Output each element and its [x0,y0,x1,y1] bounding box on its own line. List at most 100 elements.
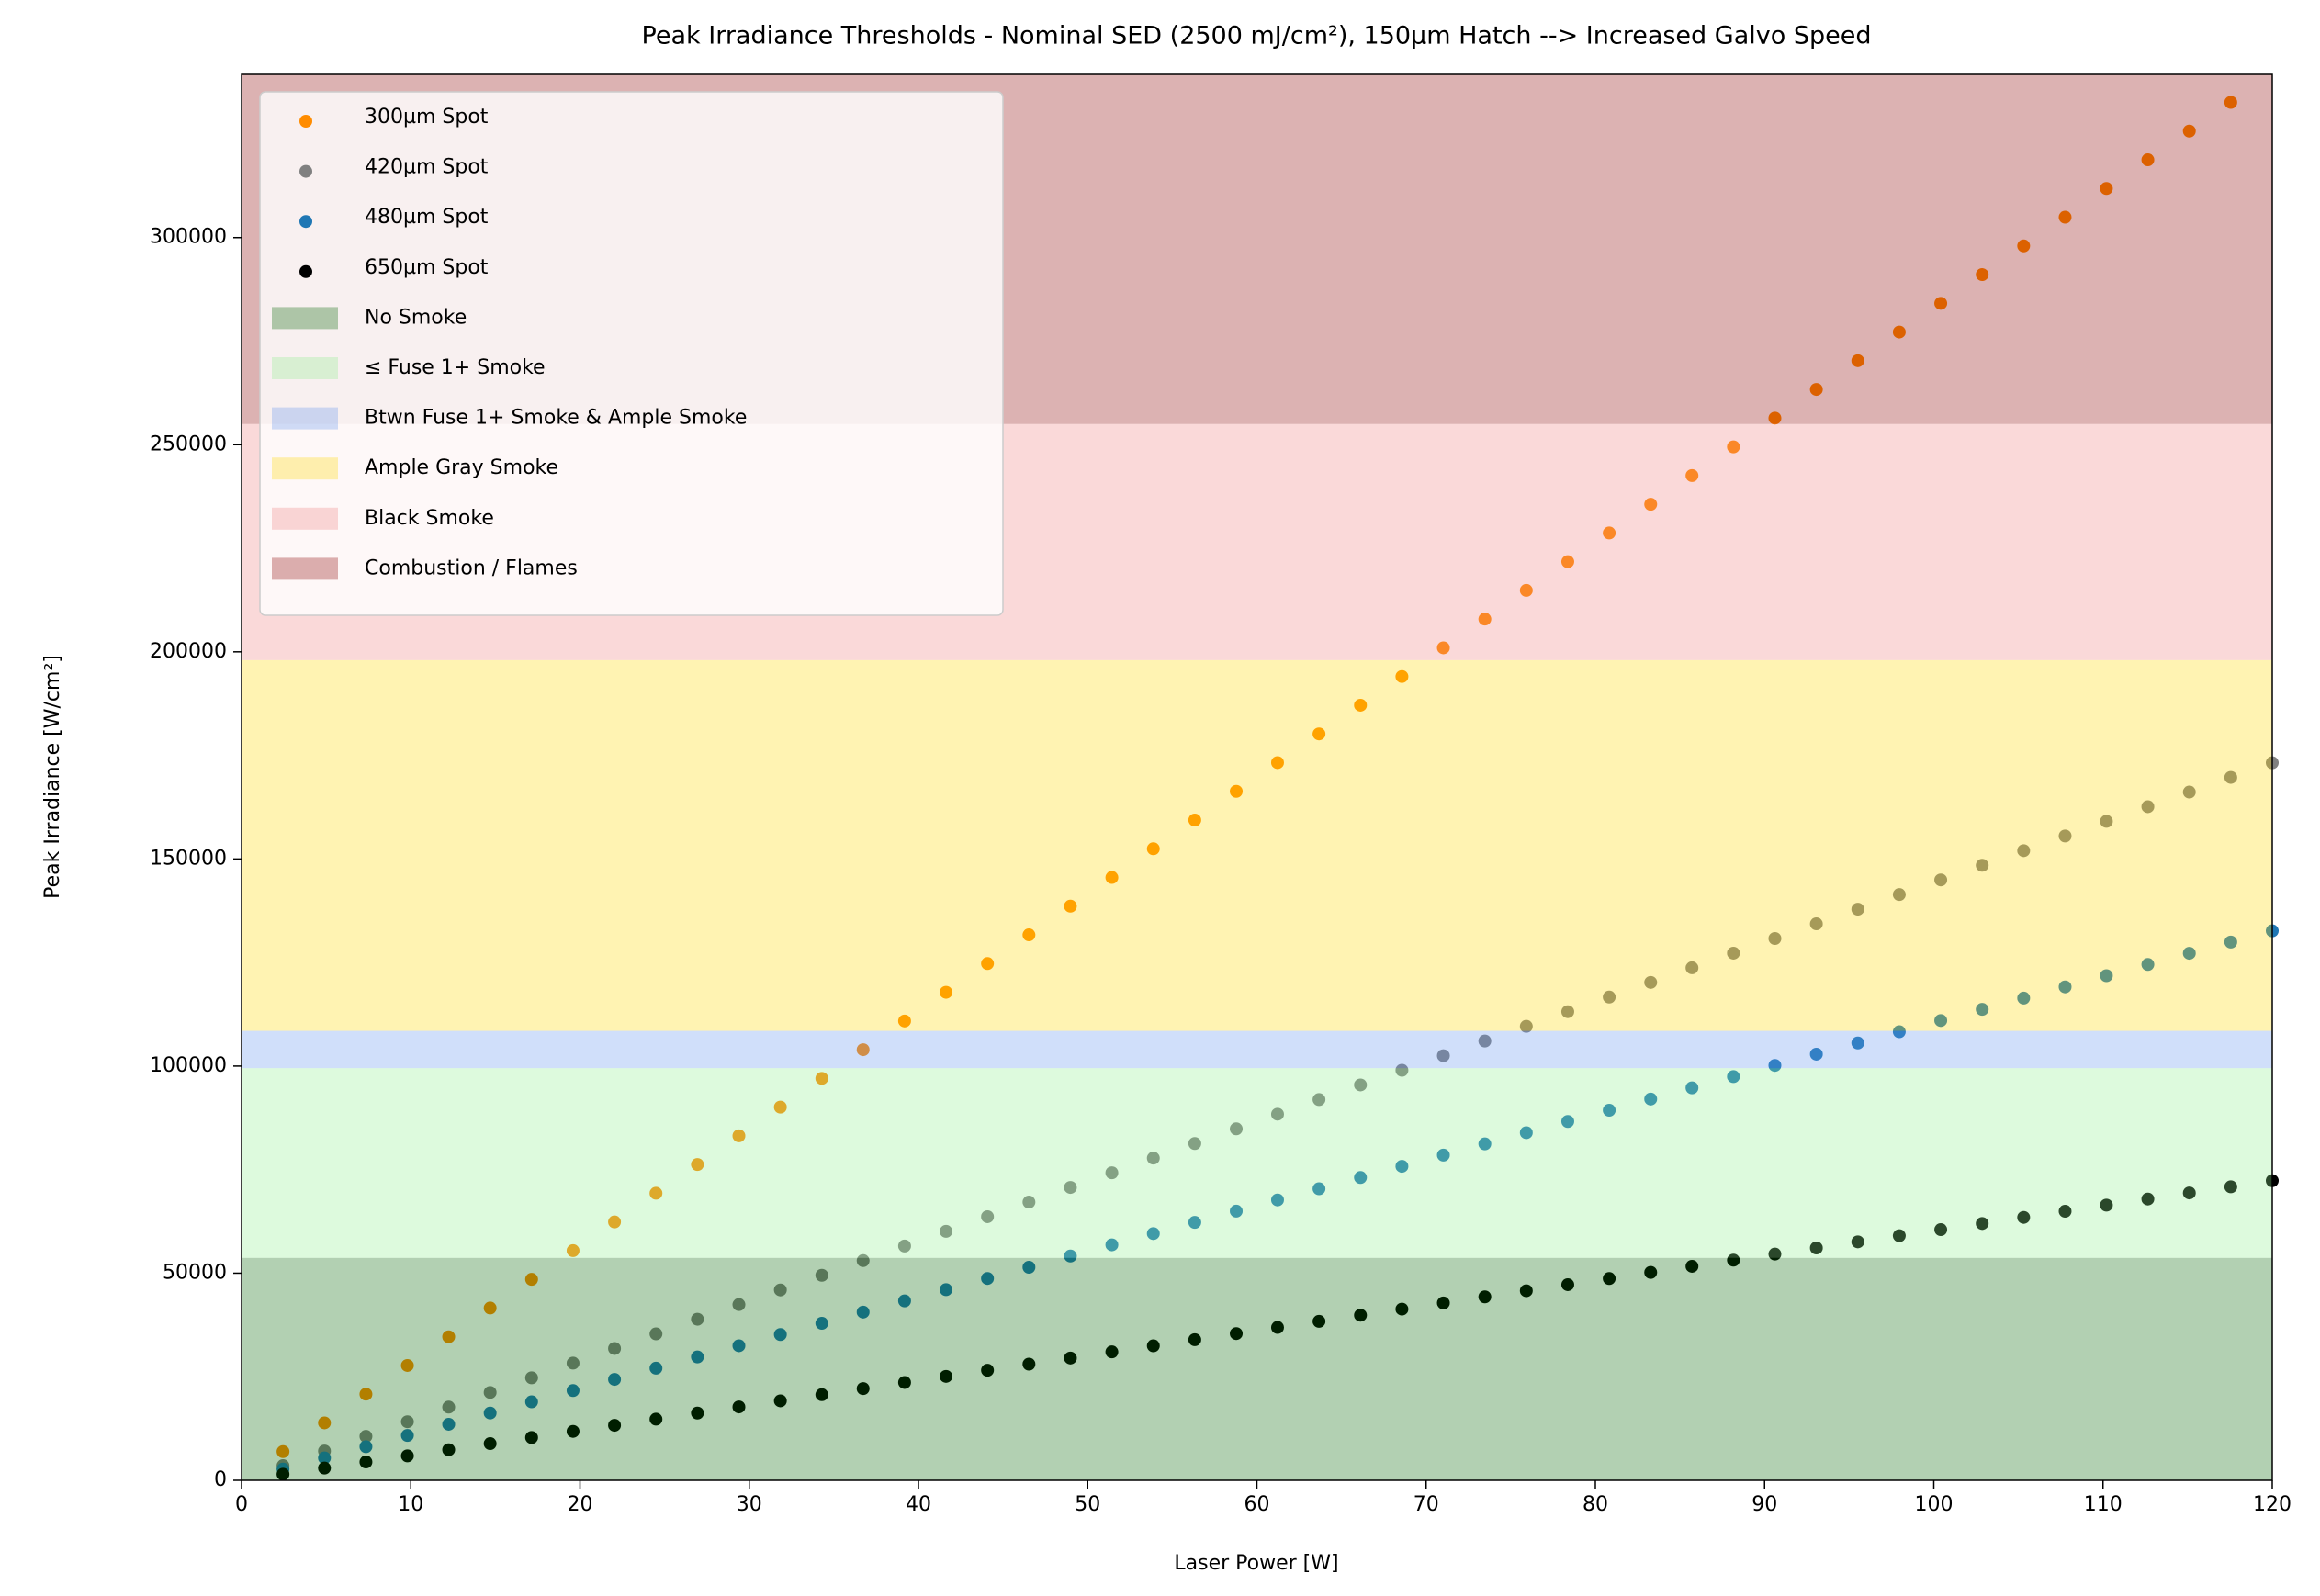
legend-patch [272,307,338,330]
scatter-point [1934,873,1948,887]
x-tick-label: 50 [1075,1493,1100,1516]
scatter-point [2141,800,2155,814]
scatter-point [940,985,953,999]
legend-label: Ample Gray Smoke [365,456,558,479]
scatter-point [1603,526,1616,540]
scatter-point [1270,1321,1284,1334]
scatter-point [483,1386,497,1399]
legend: 300µm Spot 420µm Spot 480µm Spot 650µm Spot… [259,91,1004,616]
y-tick-label: 300000 [150,226,227,249]
x-tick-label: 10 [398,1493,423,1516]
scatter-point [1976,859,1989,872]
scatter-point [1644,498,1658,511]
scatter-point [815,1317,828,1331]
scatter-point [608,1419,622,1433]
scatter-point [856,1253,870,1267]
scatter-point [1105,1166,1119,1180]
legend-marker [299,164,312,178]
x-tick-label: 30 [737,1493,762,1516]
scatter-point [1146,1339,1160,1353]
scatter-point [1851,1036,1864,1050]
scatter-point [2141,1192,2155,1206]
scatter-point [1768,411,1782,425]
scatter-point [1519,1284,1533,1298]
scatter-point [2224,770,2237,784]
scatter-point [1644,1265,1658,1279]
x-tick-label: 0 [235,1493,248,1516]
scatter-point [1270,756,1284,770]
scatter-point [1354,1078,1368,1092]
scatter-point [2100,815,2113,828]
scatter-point [1230,1122,1244,1136]
scatter-point [1685,468,1699,482]
x-tick-label: 60 [1244,1493,1270,1516]
scatter-point [483,1301,497,1315]
scatter-point [1436,1296,1450,1309]
scatter-point [1064,1249,1077,1263]
scatter-point [649,1186,663,1200]
scatter-point [691,1312,704,1326]
scatter-point [1519,583,1533,597]
scatter-point [649,1361,663,1375]
x-tick-label: 110 [2084,1493,2123,1516]
scatter-point [1354,1171,1368,1185]
legend-marker [299,215,312,229]
legend-label: 420µm Spot [365,156,489,179]
scatter-point [1270,1107,1284,1121]
scatter-point [483,1406,497,1420]
scatter-point [940,1283,953,1297]
scatter-point [608,1342,622,1355]
scatter-point [1768,1059,1782,1073]
scatter-point [1560,555,1574,568]
scatter-point [773,1394,787,1408]
scatter-point [1727,946,1740,960]
scatter-point [400,1358,414,1372]
scatter-point [1436,641,1450,655]
threshold-band [242,1068,2272,1258]
scatter-point [1727,1070,1740,1084]
scatter-point [1892,325,1906,339]
scatter-point [1105,1345,1119,1359]
scatter-point [773,1283,787,1297]
scatter-point [1727,1253,1740,1267]
x-tick-label: 80 [1582,1493,1608,1516]
scatter-point [400,1415,414,1429]
legend-label: Combustion / Flames [365,556,578,579]
scatter-point [1644,1092,1658,1106]
scatter-point [1560,1115,1574,1129]
legend-label: No Smoke [365,306,467,329]
scatter-point [940,1369,953,1383]
scatter-point [897,1014,911,1028]
scatter-point [1685,1081,1699,1095]
scatter-point [1188,1137,1201,1151]
scatter-point [1976,268,1989,282]
scatter-point [2100,182,2113,196]
scatter-point [1560,1005,1574,1018]
scatter-point [359,1456,373,1469]
legend-label: Black Smoke [365,507,494,530]
scatter-point [1892,888,1906,902]
scatter-point [1395,1160,1409,1174]
scatter-point [524,1273,538,1287]
scatter-point [691,1406,704,1420]
scatter-point [1809,1047,1823,1061]
scatter-point [1685,961,1699,974]
scatter-point [1478,1034,1492,1048]
scatter-point [1436,1049,1450,1062]
scatter-point [1395,1302,1409,1316]
scatter-point [276,1444,290,1458]
scatter-point [442,1417,456,1431]
scatter-point [815,1072,828,1085]
y-axis-label: Peak Irradiance [W/cm²] [41,655,64,899]
threshold-band [242,659,2272,1031]
legend-patch [272,557,338,580]
y-tick-label: 250000 [150,433,227,455]
scatter-point [359,1430,373,1444]
scatter-point [981,1364,995,1377]
scatter-point [1809,917,1823,931]
scatter-point [1934,1014,1948,1028]
y-tick-label: 200000 [150,640,227,663]
scatter-point [1727,440,1740,454]
scatter-point [2058,829,2072,843]
scatter-point [1146,1152,1160,1165]
